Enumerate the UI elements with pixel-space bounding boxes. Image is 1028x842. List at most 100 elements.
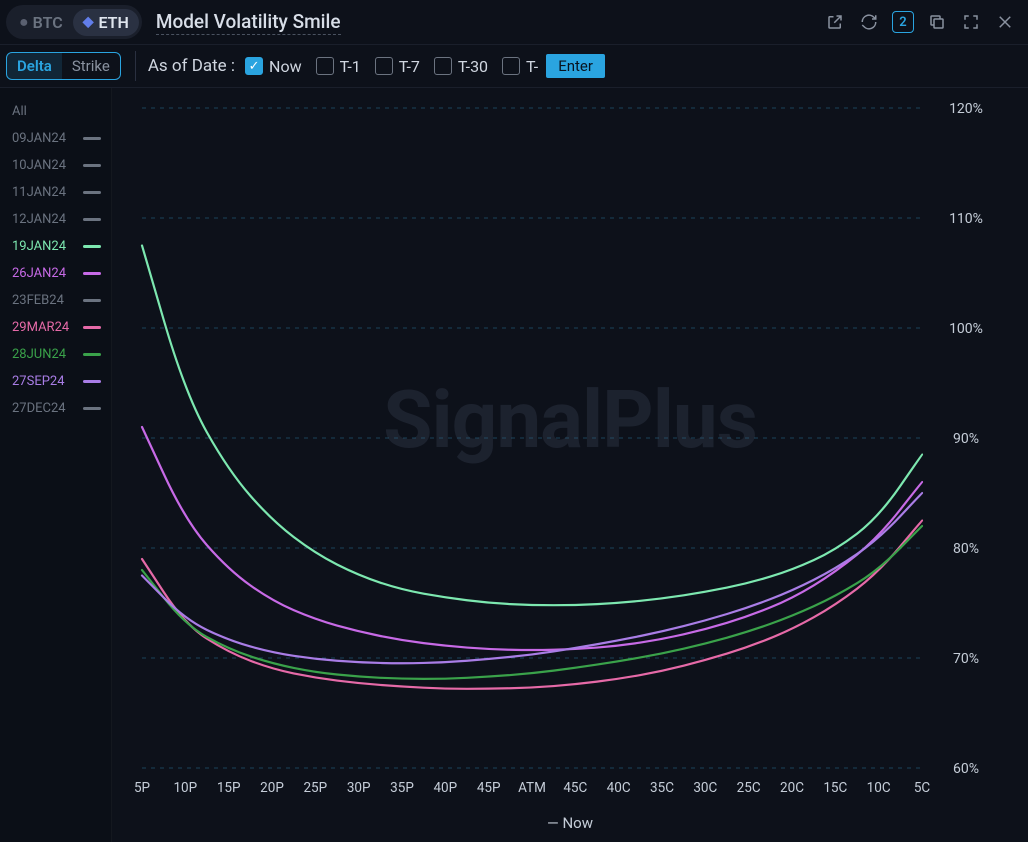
sidebar-item-28jun24[interactable]: 28JUN24 [0, 341, 111, 368]
asset-tab-eth[interactable]: ◆ ETH [73, 9, 139, 36]
checkbox-label: T-7 [399, 57, 420, 76]
svg-text:25C: 25C [737, 780, 761, 796]
sidebar-item-23feb24[interactable]: 23FEB24 [0, 287, 111, 314]
volatility-smile-chart: 60% 70% 80% 90% 100% 110% 120% 5P 10P 15P 20P 25P 30… [112, 88, 1028, 842]
sidebar-item-swatch [83, 299, 101, 302]
svg-text:100%: 100% [949, 321, 983, 337]
fullscreen-icon[interactable] [960, 11, 982, 33]
svg-text:20P: 20P [260, 780, 284, 796]
svg-text:110%: 110% [949, 211, 983, 227]
svg-text:90%: 90% [953, 431, 979, 447]
series-26JAN24 [142, 427, 922, 650]
series-28JUN24 [142, 526, 922, 679]
svg-text:15P: 15P [217, 780, 241, 796]
checkbox-t1[interactable]: T-1 [316, 57, 361, 76]
chart-area: SignalPlus 60%70%80%90%100%110%120%5P10P… [112, 88, 1028, 842]
sidebar-item-11jan24[interactable]: 11JAN24 [0, 179, 111, 206]
sidebar-item-label: 29MAR24 [12, 320, 69, 335]
sidebar-item-swatch [83, 218, 101, 221]
asof-checkbox-group: Now T-1 T-7 T-30 T- Enter [245, 54, 605, 78]
mode-tab-delta[interactable]: Delta [7, 53, 62, 79]
checkbox-box [245, 57, 263, 75]
checkbox-box [434, 57, 452, 75]
svg-text:40P: 40P [433, 780, 457, 796]
divider [135, 51, 136, 81]
svg-text:45P: 45P [477, 780, 501, 796]
svg-text:70%: 70% [953, 651, 979, 667]
close-icon[interactable] [994, 11, 1016, 33]
svg-text:15C: 15C [823, 780, 847, 796]
svg-text:25P: 25P [303, 780, 327, 796]
sidebar-item-label: 27DEC24 [12, 401, 66, 416]
refresh-icon[interactable] [858, 11, 880, 33]
checkbox-label: Now [269, 57, 302, 76]
svg-text:60%: 60% [953, 761, 979, 777]
svg-text:20C: 20C [780, 780, 804, 796]
svg-text:80%: 80% [953, 541, 979, 557]
checkbox-label: T- [526, 57, 538, 76]
sidebar-item-label: 12JAN24 [12, 212, 66, 227]
sidebar-item-10jan24[interactable]: 10JAN24 [0, 152, 111, 179]
filter-bar: Delta Strike As of Date : Now T-1 T-7 T-… [0, 44, 1028, 88]
mode-toggle: Delta Strike [6, 52, 121, 80]
asset-tab-btc[interactable]: ● BTC [9, 8, 73, 36]
enter-chip[interactable]: Enter [546, 54, 605, 78]
sidebar-item-swatch [83, 326, 101, 329]
checkbox-box [502, 57, 520, 75]
checkbox-tcustom[interactable]: T- Enter [502, 54, 605, 78]
sidebar-item-all[interactable]: All [0, 98, 111, 125]
sidebar-item-27sep24[interactable]: 27SEP24 [0, 368, 111, 395]
sidebar-item-swatch [83, 137, 101, 140]
svg-text:10P: 10P [173, 780, 197, 796]
asof-label: As of Date : [148, 56, 235, 76]
asset-toggle: ● BTC ◆ ETH [6, 5, 142, 39]
svg-text:ATM: ATM [518, 780, 546, 796]
bitcoin-icon: ● [19, 12, 29, 32]
sidebar-item-swatch [83, 191, 101, 194]
svg-text:120%: 120% [949, 101, 983, 117]
checkbox-t7[interactable]: T-7 [375, 57, 420, 76]
series-19JAN24 [142, 246, 922, 606]
body: All 09JAN24 10JAN2411JAN24 12JAN24 19JAN24 26… [0, 88, 1028, 842]
sidebar-item-swatch [83, 272, 101, 275]
series-27SEP24 [142, 493, 922, 663]
sidebar-item-26jan24[interactable]: 26JAN24 [0, 260, 111, 287]
open-external-icon[interactable] [824, 11, 846, 33]
sidebar-item-label: 27SEP24 [12, 374, 65, 389]
mode-tab-strike[interactable]: Strike [62, 53, 120, 79]
svg-text:5C: 5C [914, 780, 931, 796]
checkbox-box [375, 57, 393, 75]
expiry-sidebar: All 09JAN24 10JAN2411JAN24 12JAN24 19JAN24 26… [0, 88, 112, 842]
svg-text:30P: 30P [347, 780, 371, 796]
svg-text:30C: 30C [693, 780, 717, 796]
checkbox-now[interactable]: Now [245, 57, 302, 76]
sidebar-item-swatch [83, 245, 101, 248]
legend-bottom: — Now [112, 814, 1028, 832]
svg-text:10C: 10C [867, 780, 891, 796]
sidebar-item-label: 28JUN24 [12, 347, 66, 362]
sidebar-item-label: 09JAN24 [12, 131, 66, 146]
asset-tab-label: ETH [98, 13, 128, 32]
sidebar-item-label: All [12, 104, 27, 119]
svg-text:45C: 45C [563, 780, 587, 796]
sidebar-item-12jan24[interactable]: 12JAN24 [0, 206, 111, 233]
page-title: Model Volatility Smile [156, 10, 341, 35]
top-bar: ● BTC ◆ ETH Model Volatility Smile 2 [0, 0, 1028, 44]
checkbox-t30[interactable]: T-30 [434, 57, 488, 76]
top-actions: 2 [824, 11, 1016, 33]
checkbox-label: T-30 [458, 57, 488, 76]
svg-text:40C: 40C [607, 780, 631, 796]
sidebar-item-09jan24[interactable]: 09JAN24 [0, 125, 111, 152]
layout-badge-value: 2 [899, 15, 906, 30]
sidebar-item-swatch [83, 164, 101, 167]
sidebar-item-swatch [83, 407, 101, 410]
svg-text:35P: 35P [390, 780, 414, 796]
sidebar-item-27dec24[interactable]: 27DEC24 [0, 395, 111, 422]
layout-badge[interactable]: 2 [892, 11, 914, 33]
sidebar-item-19jan24[interactable]: 19JAN24 [0, 233, 111, 260]
sidebar-item-label: 26JAN24 [12, 266, 66, 281]
sidebar-item-swatch [83, 353, 101, 356]
copy-icon[interactable] [926, 11, 948, 33]
svg-text:5P: 5P [134, 780, 151, 796]
sidebar-item-29mar24[interactable]: 29MAR24 [0, 314, 111, 341]
